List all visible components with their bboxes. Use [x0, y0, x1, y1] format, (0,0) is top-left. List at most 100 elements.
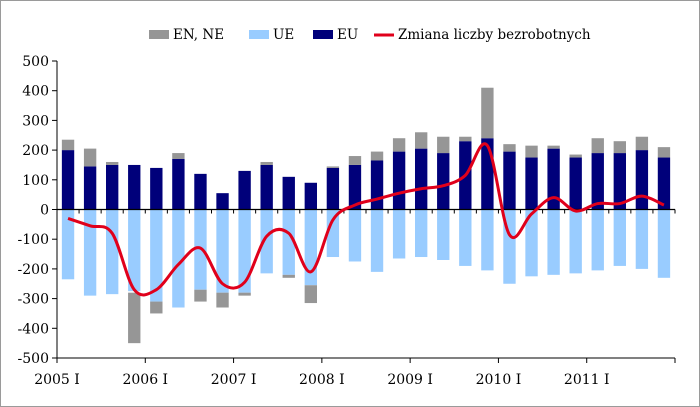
y-tick-label: 0: [40, 203, 49, 219]
y-tick-label: -400: [18, 321, 49, 337]
y-tick-label: -300: [18, 292, 49, 308]
bar-en-ne: [216, 292, 229, 308]
bar-en-ne: [481, 87, 494, 139]
bar-en-ne: [282, 274, 295, 278]
bar-eu: [260, 164, 273, 210]
bar-ue: [635, 209, 649, 269]
bar-ue: [547, 209, 560, 275]
x-tick-label: 2007 I: [211, 372, 257, 388]
bar-ue: [569, 209, 582, 274]
legend-swatch: [149, 30, 169, 39]
bar-en-ne: [657, 147, 671, 158]
legend-swatch: [249, 30, 269, 39]
bar-eu: [613, 153, 627, 210]
legend-swatch: [313, 30, 333, 39]
bar-eu: [83, 166, 97, 210]
bar-eu: [150, 167, 163, 210]
bar-en-ne: [547, 145, 560, 149]
bar-en-ne: [569, 154, 582, 158]
bar-ue: [657, 209, 671, 278]
y-tick-label: -200: [18, 262, 49, 278]
bar-ue: [392, 209, 406, 259]
y-tick-label: 500: [22, 54, 49, 70]
legend-label: EN, NE: [173, 27, 224, 43]
bar-ue: [481, 209, 494, 271]
y-tick-label: -500: [18, 351, 49, 367]
bar-ue: [128, 209, 141, 292]
bar-en-ne: [172, 153, 185, 160]
bar-eu: [194, 173, 207, 210]
bars: [61, 87, 671, 344]
legend: EN, NE UE EU Zmiana liczby bezrobotnych: [149, 27, 591, 43]
bar-ue: [238, 209, 251, 293]
bar-eu: [370, 160, 384, 210]
bar-eu: [348, 164, 362, 210]
bar-ue: [83, 209, 97, 296]
bar-ue: [613, 209, 627, 266]
bar-ue: [437, 209, 450, 260]
bar-en-ne: [326, 166, 340, 168]
bar-eu: [635, 150, 649, 210]
bar-en-ne: [459, 136, 472, 142]
bar-en-ne: [105, 161, 119, 165]
x-tick-label: 2010 I: [476, 372, 522, 388]
bar-en-ne: [61, 139, 75, 151]
x-tick-label: 2006 I: [122, 372, 168, 388]
bar-en-ne: [635, 136, 649, 151]
bar-ue: [282, 209, 295, 275]
x-tick-label: 2008 I: [299, 372, 345, 388]
bar-en-ne: [348, 156, 362, 165]
x-axis: 2005 I 2006 I 2007 I 2008 I 2009 I 2010 I 2011…: [34, 357, 676, 388]
y-axis: -500 -400 -300 -200 -100 0 100 200 300 400 500: [18, 54, 58, 367]
bar-eu: [128, 164, 141, 210]
bar-ue: [348, 209, 362, 262]
bar-ue: [304, 209, 318, 286]
bar-en-ne: [370, 151, 384, 161]
bar-eu: [591, 153, 604, 210]
bar-eu: [503, 151, 516, 210]
bar-en-ne: [392, 138, 406, 152]
bar-en-ne: [83, 148, 97, 167]
bar-en-ne: [150, 301, 163, 314]
bar-ue: [61, 209, 75, 280]
bar-en-ne: [194, 289, 207, 302]
bar-en-ne: [525, 145, 538, 158]
y-tick-label: 100: [22, 173, 49, 189]
y-tick-label: 200: [22, 143, 49, 159]
bar-en-ne: [128, 292, 141, 344]
bar-eu: [414, 148, 428, 210]
bar-ue: [172, 209, 185, 308]
bar-en-ne: [414, 132, 428, 149]
bar-eu: [216, 193, 229, 210]
bar-eu: [326, 167, 340, 210]
y-tick-label: 400: [22, 84, 49, 100]
bar-eu: [569, 157, 582, 210]
x-tick-label: 2009 I: [387, 372, 433, 388]
bar-eu: [105, 164, 119, 210]
bar-en-ne: [503, 144, 516, 152]
bar-ue: [459, 209, 472, 266]
x-tick-label: 2011 I: [564, 372, 610, 388]
bar-en-ne: [304, 285, 318, 304]
bar-en-ne: [437, 136, 450, 154]
line-series: [67, 142, 665, 297]
x-tick-label: 2005 I: [34, 372, 80, 388]
bar-ue: [216, 209, 229, 293]
y-tick-label: -100: [18, 232, 49, 248]
bar-ue: [591, 209, 604, 271]
legend-label: Zmiana liczby bezrobotnych: [398, 27, 591, 43]
bar-ue: [260, 209, 273, 274]
bar-eu: [61, 150, 75, 210]
bar-en-ne: [238, 292, 251, 296]
bar-eu: [282, 176, 295, 210]
bar-ue: [326, 209, 340, 258]
line-zmiana-liczby-bezrobotnych: [67, 142, 665, 297]
bar-eu: [437, 153, 450, 210]
bar-eu: [525, 157, 538, 210]
bar-eu: [304, 182, 318, 210]
bar-en-ne: [260, 161, 273, 165]
bar-en-ne: [591, 138, 604, 154]
bar-ue: [414, 209, 428, 258]
bar-eu: [657, 157, 671, 210]
